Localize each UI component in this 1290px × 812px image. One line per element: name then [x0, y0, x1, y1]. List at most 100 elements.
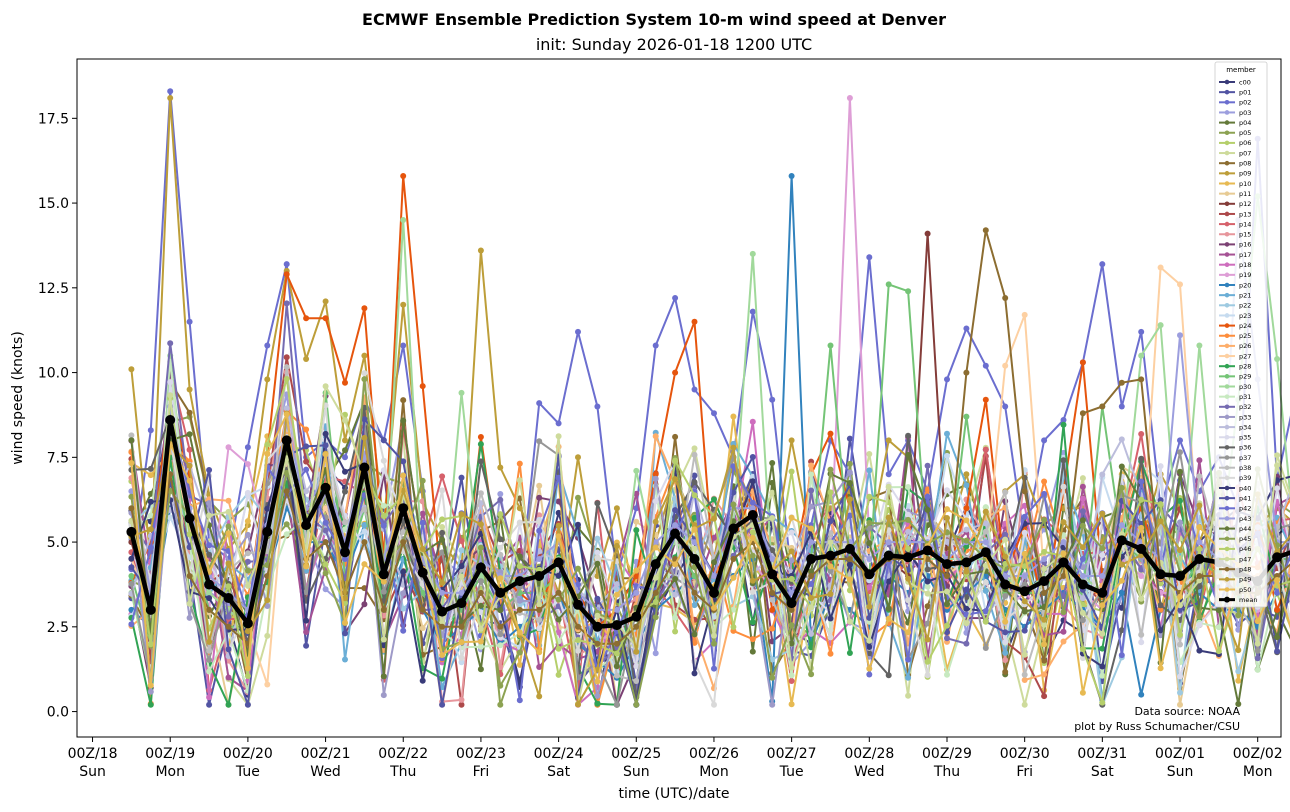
point-p33-6 — [244, 531, 251, 538]
point-p41-10 — [322, 442, 329, 449]
point-p25-29 — [691, 639, 698, 646]
x-tick-label-date: 00Z/18 — [68, 746, 118, 762]
x-tick-label-weekday: Tue — [235, 764, 260, 780]
point-p37-0 — [128, 580, 135, 587]
x-tick-label-weekday: Tue — [779, 764, 804, 780]
point-p36-19 — [497, 536, 504, 543]
point-p27-53 — [1157, 264, 1164, 271]
point-p48-51 — [1118, 379, 1125, 386]
legend-label: p37 — [1239, 454, 1251, 462]
legend-swatch-marker — [1224, 465, 1230, 471]
point-p30-14 — [400, 217, 407, 223]
point-p50-38 — [866, 665, 873, 672]
point-p36-43 — [963, 594, 970, 601]
point-p28-26 — [633, 527, 640, 534]
point-p34-49 — [1079, 595, 1086, 602]
point-p50-5 — [225, 530, 232, 537]
legend-label: p13 — [1239, 210, 1251, 218]
point-p43-48 — [1060, 539, 1067, 546]
point-p02-6 — [244, 444, 251, 451]
point-p48-5 — [225, 623, 232, 630]
legend-label: p38 — [1239, 464, 1251, 472]
point-p38-44 — [982, 528, 989, 535]
mean-point-40 — [903, 552, 914, 563]
legend-label: p32 — [1239, 403, 1251, 411]
point-p02-54 — [1177, 437, 1183, 444]
legend-swatch-marker — [1224, 333, 1230, 339]
mean-point-53 — [1155, 569, 1166, 580]
point-p46-6 — [244, 673, 251, 679]
legend-swatch-marker — [1224, 120, 1230, 125]
point-p43-45 — [1002, 573, 1009, 579]
legend-swatch-marker — [1224, 292, 1230, 298]
point-p10-20 — [516, 661, 523, 668]
point-p49-50 — [1099, 510, 1106, 517]
legend-label: p14 — [1239, 220, 1251, 228]
point-p50-32 — [749, 534, 756, 541]
mean-point-48 — [1058, 557, 1069, 568]
point-p45-19 — [497, 682, 504, 689]
point-p31-8 — [283, 531, 290, 538]
point-p34-9 — [303, 488, 310, 495]
legend-swatch-marker — [1224, 181, 1230, 186]
point-p32-43 — [963, 640, 970, 647]
point-p27-10 — [322, 505, 329, 512]
point-p13-47 — [1041, 693, 1048, 700]
point-p42-0 — [128, 621, 135, 628]
point-p50-53 — [1157, 665, 1164, 672]
mean-point-2 — [165, 415, 176, 425]
point-p42-46 — [1021, 513, 1028, 520]
point-p20-51 — [1118, 589, 1125, 596]
point-p39-17 — [458, 654, 465, 661]
point-p25-20 — [516, 460, 523, 467]
point-p02-30 — [711, 410, 717, 417]
point-p39-19 — [497, 544, 504, 551]
y-tick-label: 12.5 — [38, 281, 69, 297]
mean-point-35 — [806, 554, 817, 564]
point-p02-44 — [982, 362, 989, 369]
point-p45-6 — [244, 567, 251, 574]
point-p38-45 — [1002, 489, 1009, 496]
legend-swatch-marker — [1224, 231, 1230, 237]
point-p02-33 — [769, 396, 776, 403]
point-p09-34 — [788, 437, 795, 444]
point-p29-39 — [885, 281, 892, 288]
point-p07-40 — [905, 692, 912, 699]
point-p49-31 — [730, 444, 737, 451]
legend-swatch-marker — [1224, 343, 1230, 349]
point-p18-49 — [1079, 495, 1086, 502]
point-p07-7 — [264, 632, 271, 639]
point-p02-48 — [1060, 417, 1067, 423]
legend-label: p29 — [1239, 373, 1251, 381]
point-p46-41 — [924, 658, 931, 665]
point-p33-3 — [186, 614, 193, 621]
point-p02-32 — [749, 308, 756, 315]
legend-swatch-marker — [1224, 434, 1230, 440]
point-p02-2 — [167, 88, 174, 95]
legend-label: p35 — [1239, 434, 1251, 442]
point-p43-33 — [769, 556, 776, 562]
point-p50-40 — [905, 629, 912, 636]
point-p04-1 — [147, 490, 154, 497]
legend-swatch-marker — [1224, 100, 1230, 105]
point-p40-4 — [206, 595, 213, 602]
point-p47-36 — [827, 539, 834, 546]
point-p39-36 — [827, 634, 834, 641]
legend-item-p41: p41 — [1219, 494, 1251, 502]
point-p50-20 — [516, 629, 523, 636]
legend-item-p49: p49 — [1219, 576, 1251, 584]
point-p47-20 — [516, 477, 523, 484]
point-p50-50 — [1099, 602, 1106, 609]
x-tick-label-date: 00Z/30 — [1000, 746, 1050, 762]
point-p49-12 — [361, 434, 368, 441]
point-p48-23 — [575, 623, 581, 630]
point-p03-19 — [497, 491, 504, 497]
point-p48-25 — [613, 640, 620, 647]
point-p42-51 — [1118, 652, 1125, 659]
point-p26-48 — [1060, 638, 1067, 645]
point-p48-34 — [788, 606, 795, 613]
point-p23-32 — [749, 473, 756, 480]
point-p48-46 — [1021, 488, 1028, 495]
point-p50-26 — [633, 567, 640, 574]
point-p32-45 — [1002, 531, 1009, 538]
